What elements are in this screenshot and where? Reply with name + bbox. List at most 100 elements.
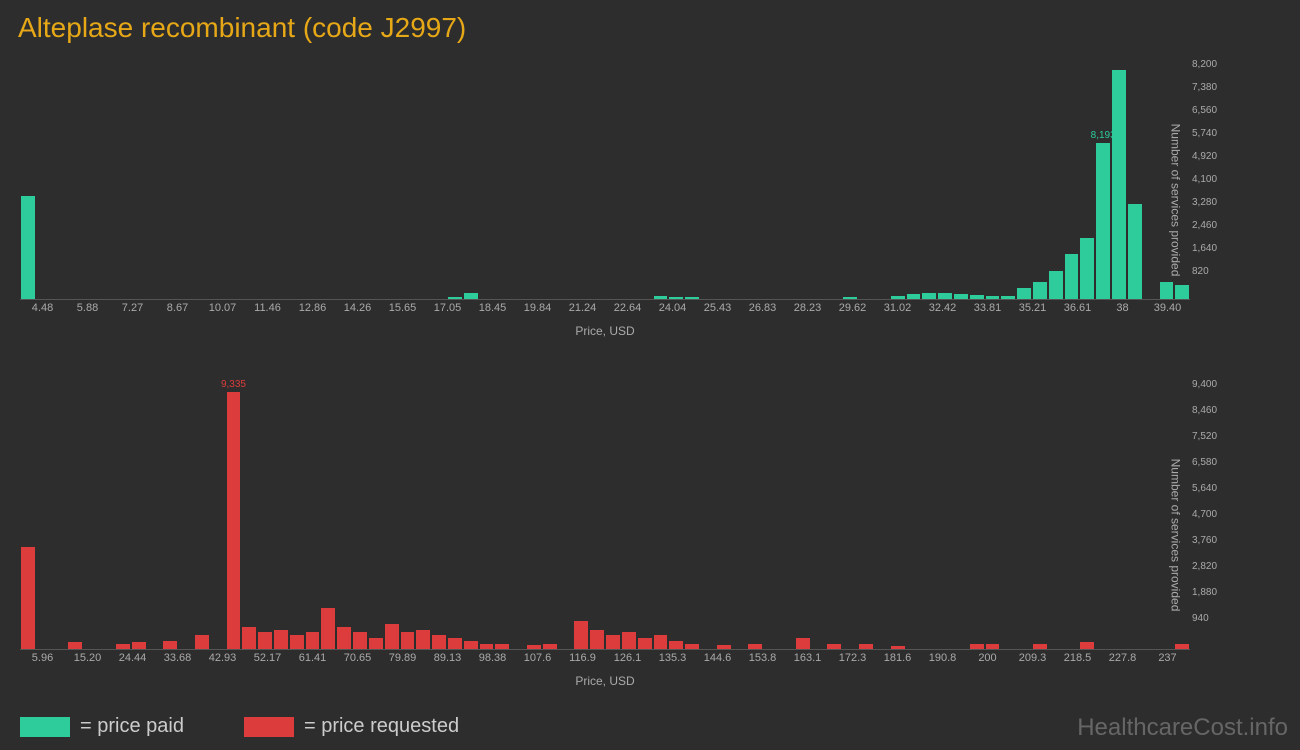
legend-swatch-paid xyxy=(20,717,70,737)
x-tick: 4.48 xyxy=(20,302,65,318)
x-tick: 36.61 xyxy=(1055,302,1100,318)
bar xyxy=(907,294,921,299)
x-tick: 35.21 xyxy=(1010,302,1055,318)
bar xyxy=(1160,282,1174,299)
bar xyxy=(638,638,652,649)
bar xyxy=(495,644,509,650)
bar xyxy=(622,632,636,649)
bar xyxy=(448,297,462,299)
x-tick: 15.65 xyxy=(380,302,425,318)
bar xyxy=(1128,204,1142,299)
y-tick: 1,880 xyxy=(1192,588,1228,598)
x-tick: 15.20 xyxy=(65,652,110,668)
x-tick: 163.1 xyxy=(785,652,830,668)
y-tick: 5,740 xyxy=(1192,129,1228,139)
x-tick: 98.38 xyxy=(470,652,515,668)
peak-label: 9,335 xyxy=(221,379,246,390)
y-ticks-bottom: 9401,8802,8203,7604,7005,6406,5807,5208,… xyxy=(1192,380,1228,650)
bar xyxy=(195,635,209,649)
bar xyxy=(796,638,810,649)
y-tick: 8,200 xyxy=(1192,60,1228,70)
bar xyxy=(669,641,683,649)
bar xyxy=(321,608,335,649)
x-tick: 33.68 xyxy=(155,652,200,668)
x-tick: 24.04 xyxy=(650,302,695,318)
y-axis-label-bottom: Number of services provided xyxy=(1169,459,1183,612)
chart-price-paid: 8,193 8201,6402,4603,2804,1004,9205,7406… xyxy=(20,60,1250,340)
y-tick: 3,760 xyxy=(1192,536,1228,546)
legend: = price paid = price requested xyxy=(20,715,459,738)
bar xyxy=(1017,288,1031,299)
x-tick: 209.3 xyxy=(1010,652,1055,668)
bar xyxy=(353,632,367,649)
x-tick: 19.84 xyxy=(515,302,560,318)
bar xyxy=(1112,70,1126,299)
y-ticks-top: 8201,6402,4603,2804,1004,9205,7406,5607,… xyxy=(1192,60,1228,300)
bar: 9,335 xyxy=(227,392,241,649)
bar xyxy=(290,635,304,649)
bar xyxy=(480,644,494,650)
x-tick: 14.26 xyxy=(335,302,380,318)
x-tick: 42.93 xyxy=(200,652,245,668)
y-tick: 3,280 xyxy=(1192,198,1228,208)
x-tick: 7.27 xyxy=(110,302,155,318)
bar xyxy=(416,630,430,649)
x-axis-label-top: Price, USD xyxy=(20,324,1190,338)
bar xyxy=(527,645,541,649)
x-tick: 89.13 xyxy=(425,652,470,668)
bar xyxy=(606,635,620,649)
bar xyxy=(163,641,177,649)
bar xyxy=(1049,271,1063,299)
bars-bottom: 9,335 xyxy=(20,390,1190,649)
y-tick: 6,560 xyxy=(1192,106,1228,116)
x-tick: 32.42 xyxy=(920,302,965,318)
bar xyxy=(654,635,668,649)
bar xyxy=(464,641,478,649)
x-tick: 24.44 xyxy=(110,652,155,668)
bar xyxy=(432,635,446,649)
y-tick: 940 xyxy=(1192,614,1228,624)
x-tick: 61.41 xyxy=(290,652,335,668)
bar xyxy=(843,297,857,299)
bar xyxy=(116,644,130,650)
x-tick: 18.45 xyxy=(470,302,515,318)
bar xyxy=(970,295,984,299)
bar xyxy=(1175,285,1189,299)
x-tick: 172.3 xyxy=(830,652,875,668)
x-tick: 17.05 xyxy=(425,302,470,318)
y-tick: 7,380 xyxy=(1192,83,1228,93)
bar xyxy=(1175,644,1189,650)
y-tick: 6,580 xyxy=(1192,458,1228,468)
y-tick: 9,400 xyxy=(1192,380,1228,390)
x-tick: 21.24 xyxy=(560,302,605,318)
x-tick: 79.89 xyxy=(380,652,425,668)
y-tick: 2,820 xyxy=(1192,562,1228,572)
x-axis-label-bottom: Price, USD xyxy=(20,674,1190,688)
bar xyxy=(717,645,731,649)
x-tick: 5.88 xyxy=(65,302,110,318)
bar xyxy=(306,632,320,649)
x-ticks-bottom: 5.9615.2024.4433.6842.9352.1761.4170.657… xyxy=(20,652,1190,668)
bar xyxy=(859,644,873,650)
x-tick: 5.96 xyxy=(20,652,65,668)
x-tick: 218.5 xyxy=(1055,652,1100,668)
bar xyxy=(590,630,604,649)
bar xyxy=(258,632,272,649)
legend-label-paid: = price paid xyxy=(80,715,184,738)
x-tick: 28.23 xyxy=(785,302,830,318)
plot-area-top: 8,193 xyxy=(20,60,1190,300)
x-tick: 39.40 xyxy=(1145,302,1190,318)
legend-label-requested: = price requested xyxy=(304,715,459,738)
bar xyxy=(986,644,1000,650)
bar xyxy=(21,547,35,649)
x-tick: 237 xyxy=(1145,652,1190,668)
y-tick: 7,520 xyxy=(1192,432,1228,442)
bar xyxy=(891,646,905,649)
bar xyxy=(669,297,683,299)
bar xyxy=(543,644,557,650)
y-tick: 2,460 xyxy=(1192,221,1228,231)
x-tick: 26.83 xyxy=(740,302,785,318)
x-tick: 38 xyxy=(1100,302,1145,318)
x-tick: 181.6 xyxy=(875,652,920,668)
x-tick: 153.8 xyxy=(740,652,785,668)
